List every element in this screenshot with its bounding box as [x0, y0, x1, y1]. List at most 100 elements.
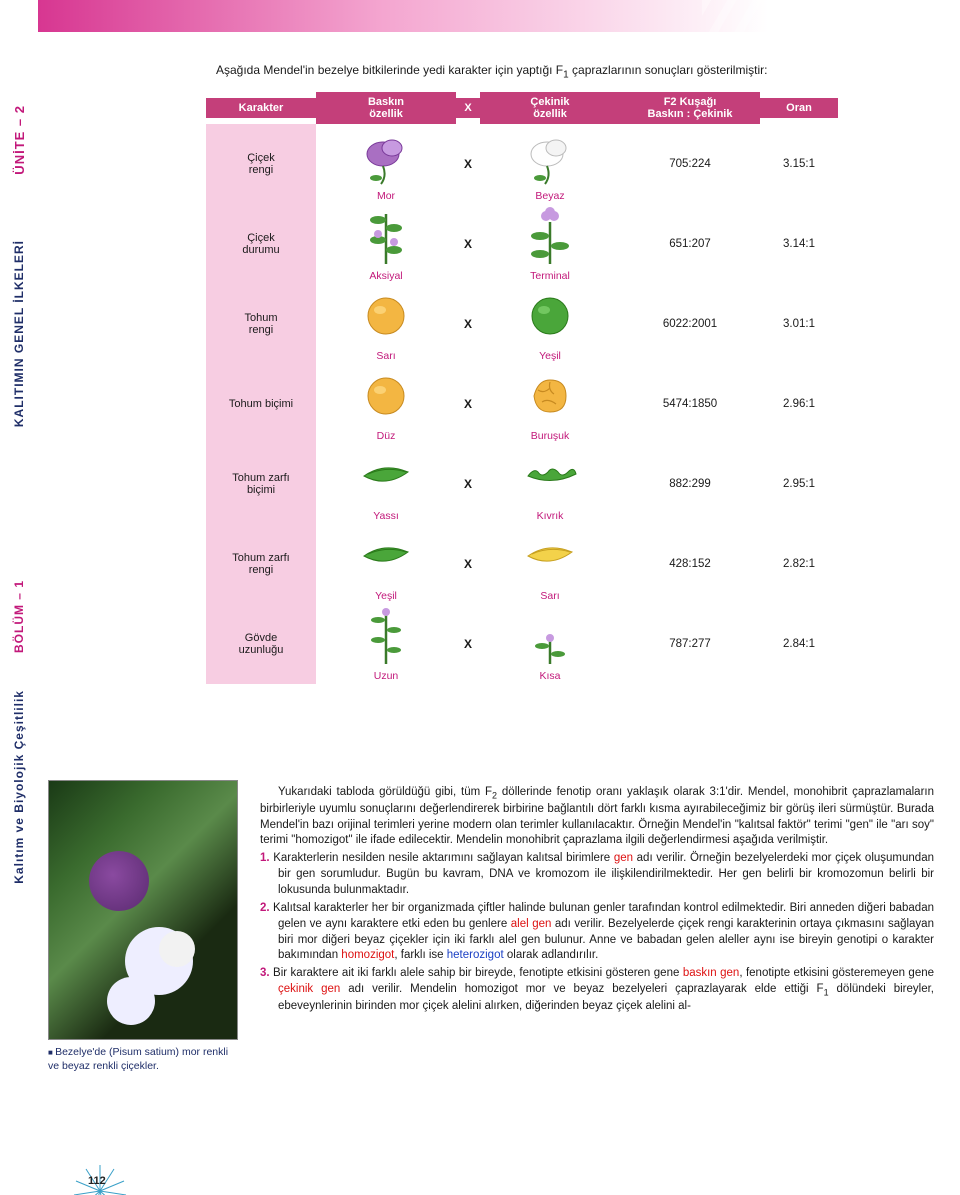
recessive-caption: Kısa	[480, 670, 620, 682]
f2-ratio: 882:299	[620, 478, 760, 490]
f2-ratio: 428:152	[620, 558, 760, 570]
hdr-cekinik: Çekinik özellik	[480, 92, 620, 124]
recessive-caption: Kıvrık	[480, 510, 620, 522]
ratio-value: 3.01:1	[760, 318, 838, 330]
dominant-caption: Yeşil	[316, 590, 456, 602]
dominant-trait-icon: Yeşil	[316, 524, 456, 604]
f2-ratio: 705:224	[620, 158, 760, 170]
li1-a: Karakterlerin nesilden nesile aktarımını…	[273, 852, 614, 864]
dominant-trait-icon: Aksiyal	[316, 204, 456, 284]
li1-num: 1.	[260, 852, 270, 864]
recessive-caption: Terminal	[480, 270, 620, 282]
recessive-caption: Yeşil	[480, 350, 620, 362]
li3-a: Bir karaktere ait iki farklı alele sahip…	[273, 967, 683, 979]
intro-paragraph: Aşağıda Mendel'in bezelye bitkilerinde y…	[216, 62, 936, 82]
recessive-caption: Sarı	[480, 590, 620, 602]
table-row: Tohum zarfı biçimiYassı X Kıvrık 882:2992.9…	[206, 444, 906, 524]
trait-name: Gövde uzunluğu	[206, 604, 316, 684]
cross-x: X	[456, 157, 480, 171]
body-p1a: Yukarıdaki tabloda görüldüğü gibi, tüm F	[278, 786, 492, 798]
intro-pre: Aşağıda Mendel'in bezelye bitkilerinde y…	[216, 63, 563, 77]
mendel-cross-table: Karakter Baskın özellik X Çekinik özelli…	[206, 92, 906, 684]
figure-caption: Bezelye'de (Pisum satium) mor renkli ve …	[48, 1046, 238, 1073]
table-row: Tohum rengiSarı X Yeşil 6022:20013.01:1	[206, 284, 906, 364]
dominant-caption: Yassı	[316, 510, 456, 522]
term-gen: gen	[614, 852, 633, 864]
left-rail: ÜNİTE – 2 KALITIMIN GENEL İLKELERİ BÖLÜM…	[0, 0, 38, 1195]
term-het: heterozigot	[447, 949, 504, 961]
recessive-caption: Buruşuk	[480, 430, 620, 442]
table-row: Çiçek durumuAksiyal X Terminal 651:2073.14:…	[206, 204, 906, 284]
cross-x: X	[456, 317, 480, 331]
ratio-value: 3.14:1	[760, 238, 838, 250]
trait-name: Tohum rengi	[206, 284, 316, 364]
cross-x: X	[456, 557, 480, 571]
f2-ratio: 651:207	[620, 238, 760, 250]
f2-ratio: 6022:2001	[620, 318, 760, 330]
ratio-value: 3.15:1	[760, 158, 838, 170]
li2-num: 2.	[260, 902, 270, 914]
ratio-value: 2.96:1	[760, 398, 838, 410]
li2-d: olarak adlandırılır.	[504, 949, 599, 961]
recessive-trait-icon: Beyaz	[480, 124, 620, 204]
li3-b: , fenotipte etkisini gösteremeyen gene	[739, 967, 934, 979]
term-alel: alel gen	[511, 918, 552, 930]
side-figure: Bezelye'de (Pisum satium) mor renkli ve …	[48, 780, 238, 1073]
trait-name: Tohum zarfı biçimi	[206, 444, 316, 524]
hdr-f2: F2 Kuşağı Baskın : Çekinik	[620, 92, 760, 124]
hdr-oran: Oran	[760, 98, 838, 118]
ratio-value: 2.95:1	[760, 478, 838, 490]
trait-name: Çiçek durumu	[206, 204, 316, 284]
trait-name: Çiçek rengi	[206, 124, 316, 204]
recessive-trait-icon: Terminal	[480, 204, 620, 284]
dominant-trait-icon: Sarı	[316, 284, 456, 364]
recessive-trait-icon: Kıvrık	[480, 444, 620, 524]
pea-flower-photo	[48, 780, 238, 1040]
recessive-caption: Beyaz	[480, 190, 620, 202]
dominant-trait-icon: Yassı	[316, 444, 456, 524]
cross-x: X	[456, 237, 480, 251]
table-row: Gövde uzunluğuUzun X Kısa 787:2772.84:1	[206, 604, 906, 684]
rail-unit: ÜNİTE – 2	[12, 105, 27, 175]
li3-num: 3.	[260, 967, 270, 979]
table-row: Tohum biçimiDüzXBuruşuk5474:18502.96:1	[206, 364, 906, 444]
rail-subsection: Kalıtım ve Biyolojik Çeşitlilik	[12, 690, 26, 884]
li2-c: , farklı ise	[394, 949, 446, 961]
term-cekinik: çekinik gen	[278, 983, 340, 995]
recessive-trait-icon: Kısa	[480, 604, 620, 684]
dominant-trait-icon: Düz	[316, 364, 456, 444]
table-header-row: Karakter Baskın özellik X Çekinik özelli…	[206, 92, 906, 124]
ratio-value: 2.82:1	[760, 558, 838, 570]
recessive-trait-icon: Sarı	[480, 524, 620, 604]
body-p1: Yukarıdaki tabloda görüldüğü gibi, tüm F…	[260, 785, 934, 849]
intro-post: çaprazlarının sonuçları gösterilmiştir:	[569, 63, 768, 77]
body-li1: 1. Karakterlerin nesilden nesile aktarım…	[260, 851, 934, 899]
term-homo: homozigot	[341, 949, 394, 961]
top-banner	[0, 0, 960, 32]
recessive-trait-icon: Buruşuk	[480, 364, 620, 444]
body-li3: 3. Bir karaktere ait iki farklı alele sa…	[260, 966, 934, 1014]
term-baskin: baskın gen	[683, 967, 740, 979]
dominant-caption: Uzun	[316, 670, 456, 682]
body-text: Yukarıdaki tabloda görüldüğü gibi, tüm F…	[260, 785, 934, 1015]
dominant-caption: Aksiyal	[316, 270, 456, 282]
cross-x: X	[456, 477, 480, 491]
trait-name: Tohum biçimi	[206, 364, 316, 444]
dominant-caption: Düz	[316, 430, 456, 442]
dominant-trait-icon: Mor	[316, 124, 456, 204]
hdr-x: X	[456, 98, 480, 118]
f2-ratio: 787:277	[620, 638, 760, 650]
recessive-trait-icon: Yeşil	[480, 284, 620, 364]
hdr-karakter: Karakter	[206, 98, 316, 118]
hdr-baskin: Baskın özellik	[316, 92, 456, 124]
dominant-trait-icon: Uzun	[316, 604, 456, 684]
cross-x: X	[456, 637, 480, 651]
trait-name: Tohum zarfı rengi	[206, 524, 316, 604]
rail-section: BÖLÜM – 1	[12, 580, 26, 653]
table-row: Çiçek rengiMor X Beyaz 705:2243.15:1	[206, 124, 906, 204]
dominant-caption: Mor	[316, 190, 456, 202]
li3-c: adı verilir. Mendelin homozigot mor ve b…	[340, 983, 823, 995]
ratio-value: 2.84:1	[760, 638, 838, 650]
cross-x: X	[456, 397, 480, 411]
dominant-caption: Sarı	[316, 350, 456, 362]
